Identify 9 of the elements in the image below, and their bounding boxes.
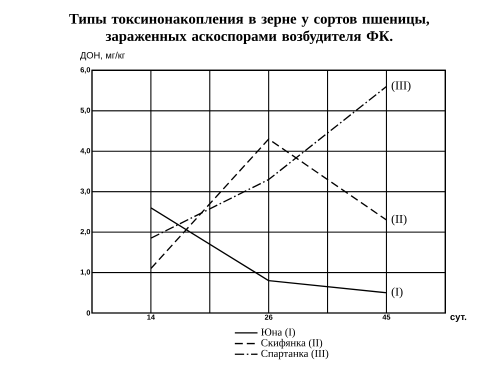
y-axis-title: ДОН, мг/кг (80, 52, 125, 60)
legend-label: Скифянка (II) (261, 338, 322, 349)
legend-label: Спартанка (III) (261, 350, 328, 360)
chart-title: Типы токсинонакопления в зерне у сортов пшеницы, зараженных аскоспорами возбудителя ФК. (69, 14, 430, 44)
annotation: (III) (392, 81, 411, 92)
x-axis-title: сут. (450, 315, 466, 322)
legend-label: Юна (I) (261, 328, 295, 338)
annotation: (I) (392, 287, 403, 298)
annotation: (II) (392, 214, 407, 226)
